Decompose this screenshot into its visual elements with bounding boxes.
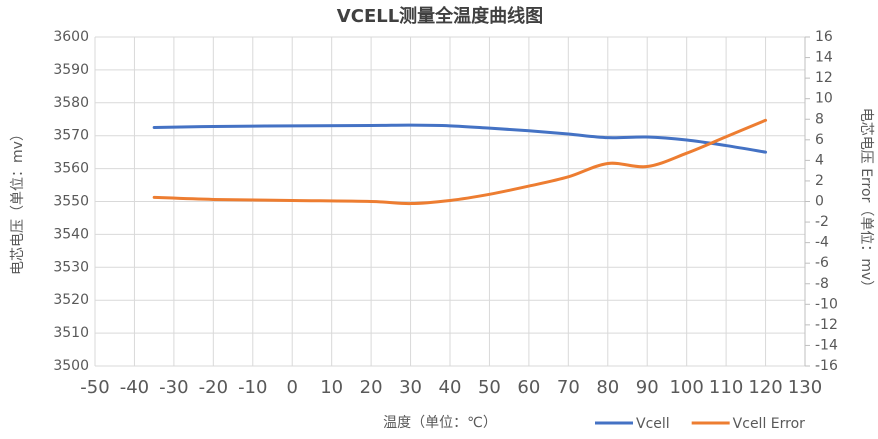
y2-tick-label: -12	[815, 317, 838, 333]
y-tick-label: 3510	[53, 325, 89, 341]
y2-tick-label: 0	[815, 194, 824, 210]
x-tick-label: -20	[199, 377, 228, 398]
y2-tick-label: 4	[815, 152, 824, 168]
y2-tick-label: 8	[815, 111, 824, 127]
y-tick-label: 3580	[53, 95, 89, 111]
y-tick-label: 3600	[53, 29, 89, 45]
x-tick-label: -10	[238, 377, 267, 398]
x-tick-label: 30	[399, 377, 422, 398]
y2-tick-label: 12	[815, 70, 833, 86]
x-tick-label: 100	[669, 377, 703, 398]
x-axis-label: 温度（单位：℃）	[383, 415, 497, 431]
x-tick-label: 130	[788, 377, 822, 398]
x-tick-label: 110	[709, 377, 743, 398]
y-tick-label: 3520	[53, 292, 89, 308]
y-tick-label: 3530	[53, 259, 89, 275]
legend-label: Vcell Error	[733, 416, 805, 432]
y2-tick-label: 2	[815, 173, 824, 189]
series-line	[152, 123, 768, 154]
x-tick-label: 40	[439, 377, 462, 398]
y2-tick-label: 16	[815, 29, 833, 45]
y-tick-label: 3590	[53, 62, 89, 78]
y2-tick-label: 10	[815, 91, 833, 107]
x-tick-label: -30	[159, 377, 188, 398]
y2-tick-label: -16	[815, 358, 838, 374]
y-axis-label: 电芯电压（单位：mv）	[10, 127, 26, 275]
y2-tick-label: -10	[815, 296, 838, 312]
legend-label: Vcell	[636, 416, 670, 432]
x-tick-label: 20	[360, 377, 383, 398]
series-line	[152, 118, 768, 206]
y-tick-label: 3550	[53, 194, 89, 210]
x-tick-label: 50	[478, 377, 501, 398]
y2-tick-label: -4	[815, 235, 829, 251]
x-tick-label: -50	[80, 377, 109, 398]
y-tick-label: 3560	[53, 161, 89, 177]
x-tick-label: 0	[286, 377, 297, 398]
y2-tick-label: -2	[815, 214, 829, 230]
x-tick-label: 80	[596, 377, 619, 398]
y2-tick-label: -6	[815, 255, 829, 271]
y-tick-label: 3570	[53, 128, 89, 144]
x-tick-label: -40	[120, 377, 149, 398]
x-tick-label: 90	[636, 377, 659, 398]
y2-tick-label: -14	[815, 337, 838, 353]
y2-tick-label: 14	[815, 50, 833, 66]
y2-axis-label: 电芯电压 Error（单位：mv）	[858, 108, 874, 295]
y2-tick-label: 6	[815, 132, 824, 148]
chart-title: VCELL测量全温度曲线图	[337, 5, 543, 27]
x-tick-label: 120	[748, 377, 782, 398]
x-tick-label: 10	[320, 377, 343, 398]
y-tick-label: 3540	[53, 226, 89, 242]
y-tick-label: 3500	[53, 358, 89, 374]
y2-tick-label: -8	[815, 276, 829, 292]
x-tick-label: 70	[557, 377, 580, 398]
x-tick-label: 60	[517, 377, 540, 398]
